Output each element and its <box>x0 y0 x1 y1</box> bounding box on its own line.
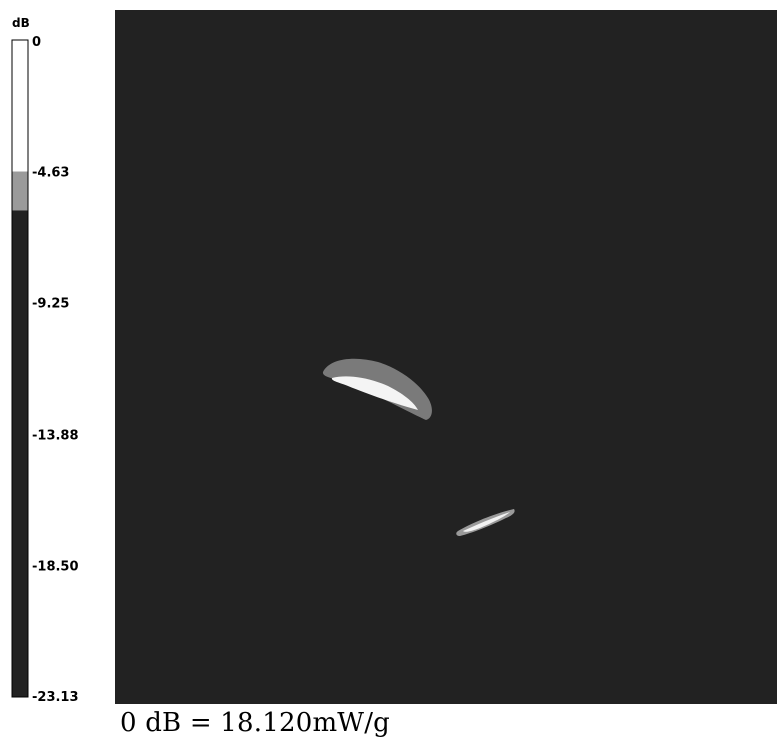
colorbar-unit-label: dB <box>12 16 30 30</box>
colorbar-bands <box>12 40 28 697</box>
heatmap-area <box>115 10 777 704</box>
colorbar-tick-label: -23.13 <box>32 690 79 705</box>
reference-caption: 0 dB = 18.120mW/g <box>120 708 390 738</box>
colorbar-tick-label: -9.25 <box>32 297 69 312</box>
colorbar-tick-label: -4.63 <box>32 166 69 181</box>
colorbar-band-2 <box>12 210 28 697</box>
colorbar-tick-label: -18.50 <box>32 559 79 574</box>
heatmap-background <box>115 10 777 704</box>
colorbar-band-1 <box>12 172 28 211</box>
colorbar: dB 0 -4.63 -9.25 -13.88 -18.50 -23.13 <box>12 16 79 705</box>
colorbar-band-0 <box>12 40 28 172</box>
colorbar-ticks: 0 -4.63 -9.25 -13.88 -18.50 -23.13 <box>32 35 79 705</box>
colorbar-tick-label: 0 <box>32 35 41 50</box>
colorbar-tick-label: -13.88 <box>32 428 79 443</box>
